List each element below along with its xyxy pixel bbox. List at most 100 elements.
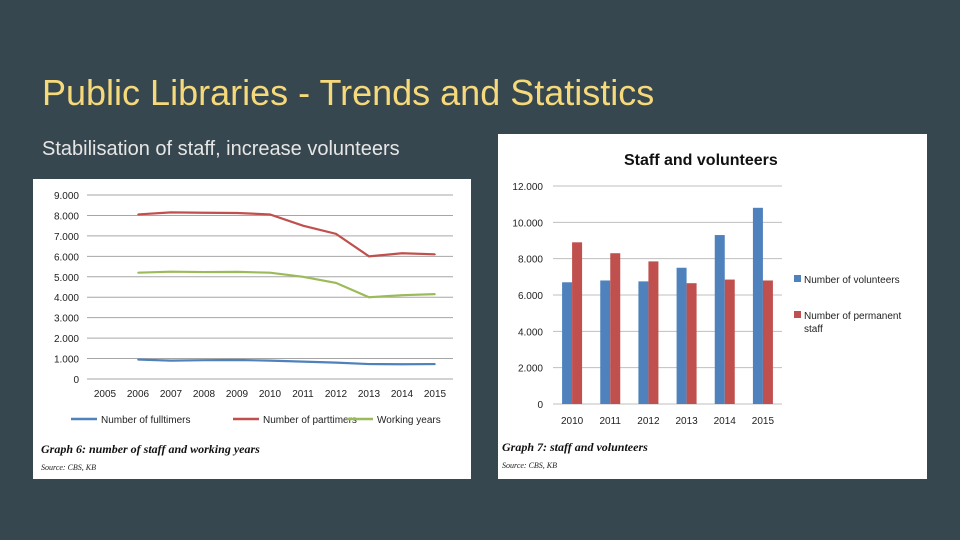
bar [572, 242, 583, 404]
x-tick-label: 2005 [94, 389, 117, 400]
x-tick-label: 2012 [325, 389, 348, 400]
x-tick-label: 2008 [193, 389, 216, 400]
data-point [137, 213, 139, 216]
x-tick-label: 2012 [637, 416, 660, 427]
data-point [335, 233, 337, 235]
data-point [236, 271, 238, 273]
data-point [401, 363, 403, 366]
x-tick-label: 2010 [259, 389, 282, 400]
data-point [203, 359, 205, 361]
y-tick-label: 5.000 [54, 273, 79, 284]
y-tick-label: 12.000 [512, 182, 543, 193]
line-chart-x-ticks: 2005 2006 2007 2008 2009 2010 2011 2012 2013 2014… [94, 389, 447, 400]
data-point [170, 211, 172, 214]
x-tick-label: 2015 [424, 389, 447, 400]
x-tick-label: 2015 [752, 416, 775, 427]
data-point [203, 271, 205, 273]
line-chart-caption: Graph 6: number of staff and working yea… [41, 442, 260, 456]
data-point [236, 359, 238, 361]
series-line [137, 211, 436, 258]
x-tick-label: 2010 [561, 416, 584, 427]
series-line [137, 270, 436, 299]
bar-chart-y-ticks: 0 2.000 4.000 6.000 8.000 10.000 12.000 [512, 182, 543, 411]
x-tick-label: 2014 [391, 389, 414, 400]
y-tick-label: 3.000 [54, 314, 79, 325]
y-tick-label: 0 [73, 375, 79, 386]
bar [600, 280, 611, 404]
bar [762, 280, 773, 404]
bar [638, 281, 649, 404]
bar [714, 235, 725, 404]
data-point [335, 361, 337, 364]
slide-subtitle: Stabilisation of staff, increase volunte… [42, 138, 400, 160]
y-tick-label: 8.000 [518, 255, 543, 266]
data-point [236, 212, 238, 214]
legend-label: Working years [377, 415, 441, 426]
data-point [302, 275, 304, 278]
bar [752, 207, 763, 404]
legend-label: Number of fulltimers [101, 415, 190, 426]
data-point [269, 213, 271, 216]
bar-chart-panel: Staff and volunteers 0 2.000 4.000 6.000 8.0… [498, 134, 927, 479]
slide-title: Public Libraries - Trends and Statistics [42, 72, 655, 113]
line-chart-panel: 0 1.000 2.000 3.000 4.000 5.000 6.000 7.000 8.00… [33, 179, 471, 479]
bar [676, 267, 687, 404]
x-tick-label: 2014 [714, 416, 737, 427]
data-point [368, 255, 370, 258]
data-point [137, 358, 139, 361]
bar [686, 283, 697, 404]
legend-swatch [794, 275, 801, 282]
data-point [434, 293, 436, 295]
line-chart: 0 1.000 2.000 3.000 4.000 5.000 6.000 7.000 8.00… [41, 191, 453, 472]
data-point [401, 252, 403, 255]
bar [610, 253, 621, 404]
y-tick-label: 2.000 [518, 364, 543, 375]
series-line [137, 358, 436, 366]
bar-chart-title: Staff and volunteers [624, 152, 778, 169]
data-point [401, 294, 403, 296]
y-tick-label: 8.000 [54, 211, 79, 222]
bar-chart-bars [562, 207, 773, 404]
line-chart-y-ticks: 0 1.000 2.000 3.000 4.000 5.000 6.000 7.000 8.00… [54, 191, 79, 386]
bar-chart-caption: Graph 7: staff and volunteers [502, 440, 648, 454]
y-tick-label: 6.000 [518, 291, 543, 302]
data-point [434, 363, 436, 365]
legend-label: Number of permanent staff [804, 311, 901, 335]
y-tick-label: 6.000 [54, 252, 79, 263]
data-point [203, 211, 205, 214]
bar-chart-source: Source: CBS, KB [502, 461, 557, 470]
line-chart-source: Source: CBS, KB [41, 463, 96, 472]
data-point [302, 224, 304, 227]
bar [648, 261, 659, 404]
bar [724, 279, 735, 404]
x-tick-label: 2011 [292, 389, 314, 400]
line-chart-grid [87, 194, 453, 380]
y-tick-label: 10.000 [512, 218, 543, 229]
x-tick-label: 2007 [160, 389, 183, 400]
data-point [137, 271, 139, 274]
bar-chart-x-ticks: 2010 2011 2012 2013 2014 2015 [561, 416, 775, 427]
y-tick-label: 0 [537, 400, 543, 411]
y-tick-label: 4.000 [54, 293, 79, 304]
y-tick-label: 4.000 [518, 327, 543, 338]
data-point [434, 253, 436, 256]
data-point [269, 359, 271, 362]
legend-swatch [794, 311, 801, 318]
legend-label: Number of parttimers [263, 415, 357, 426]
bar-chart: Staff and volunteers 0 2.000 4.000 6.000 8.0… [502, 152, 901, 470]
x-tick-label: 2006 [127, 389, 150, 400]
data-point [335, 282, 337, 284]
data-point [170, 359, 172, 362]
y-tick-label: 2.000 [54, 334, 79, 345]
line-chart-series [137, 211, 436, 366]
x-tick-label: 2013 [358, 389, 381, 400]
data-point [368, 363, 370, 365]
x-tick-label: 2009 [226, 389, 249, 400]
data-point [170, 270, 172, 273]
x-tick-label: 2013 [675, 416, 698, 427]
y-tick-label: 9.000 [54, 191, 79, 202]
data-point [368, 296, 370, 299]
x-tick-label: 2011 [599, 416, 621, 427]
bar-chart-grid [553, 185, 782, 405]
data-point [269, 271, 271, 274]
